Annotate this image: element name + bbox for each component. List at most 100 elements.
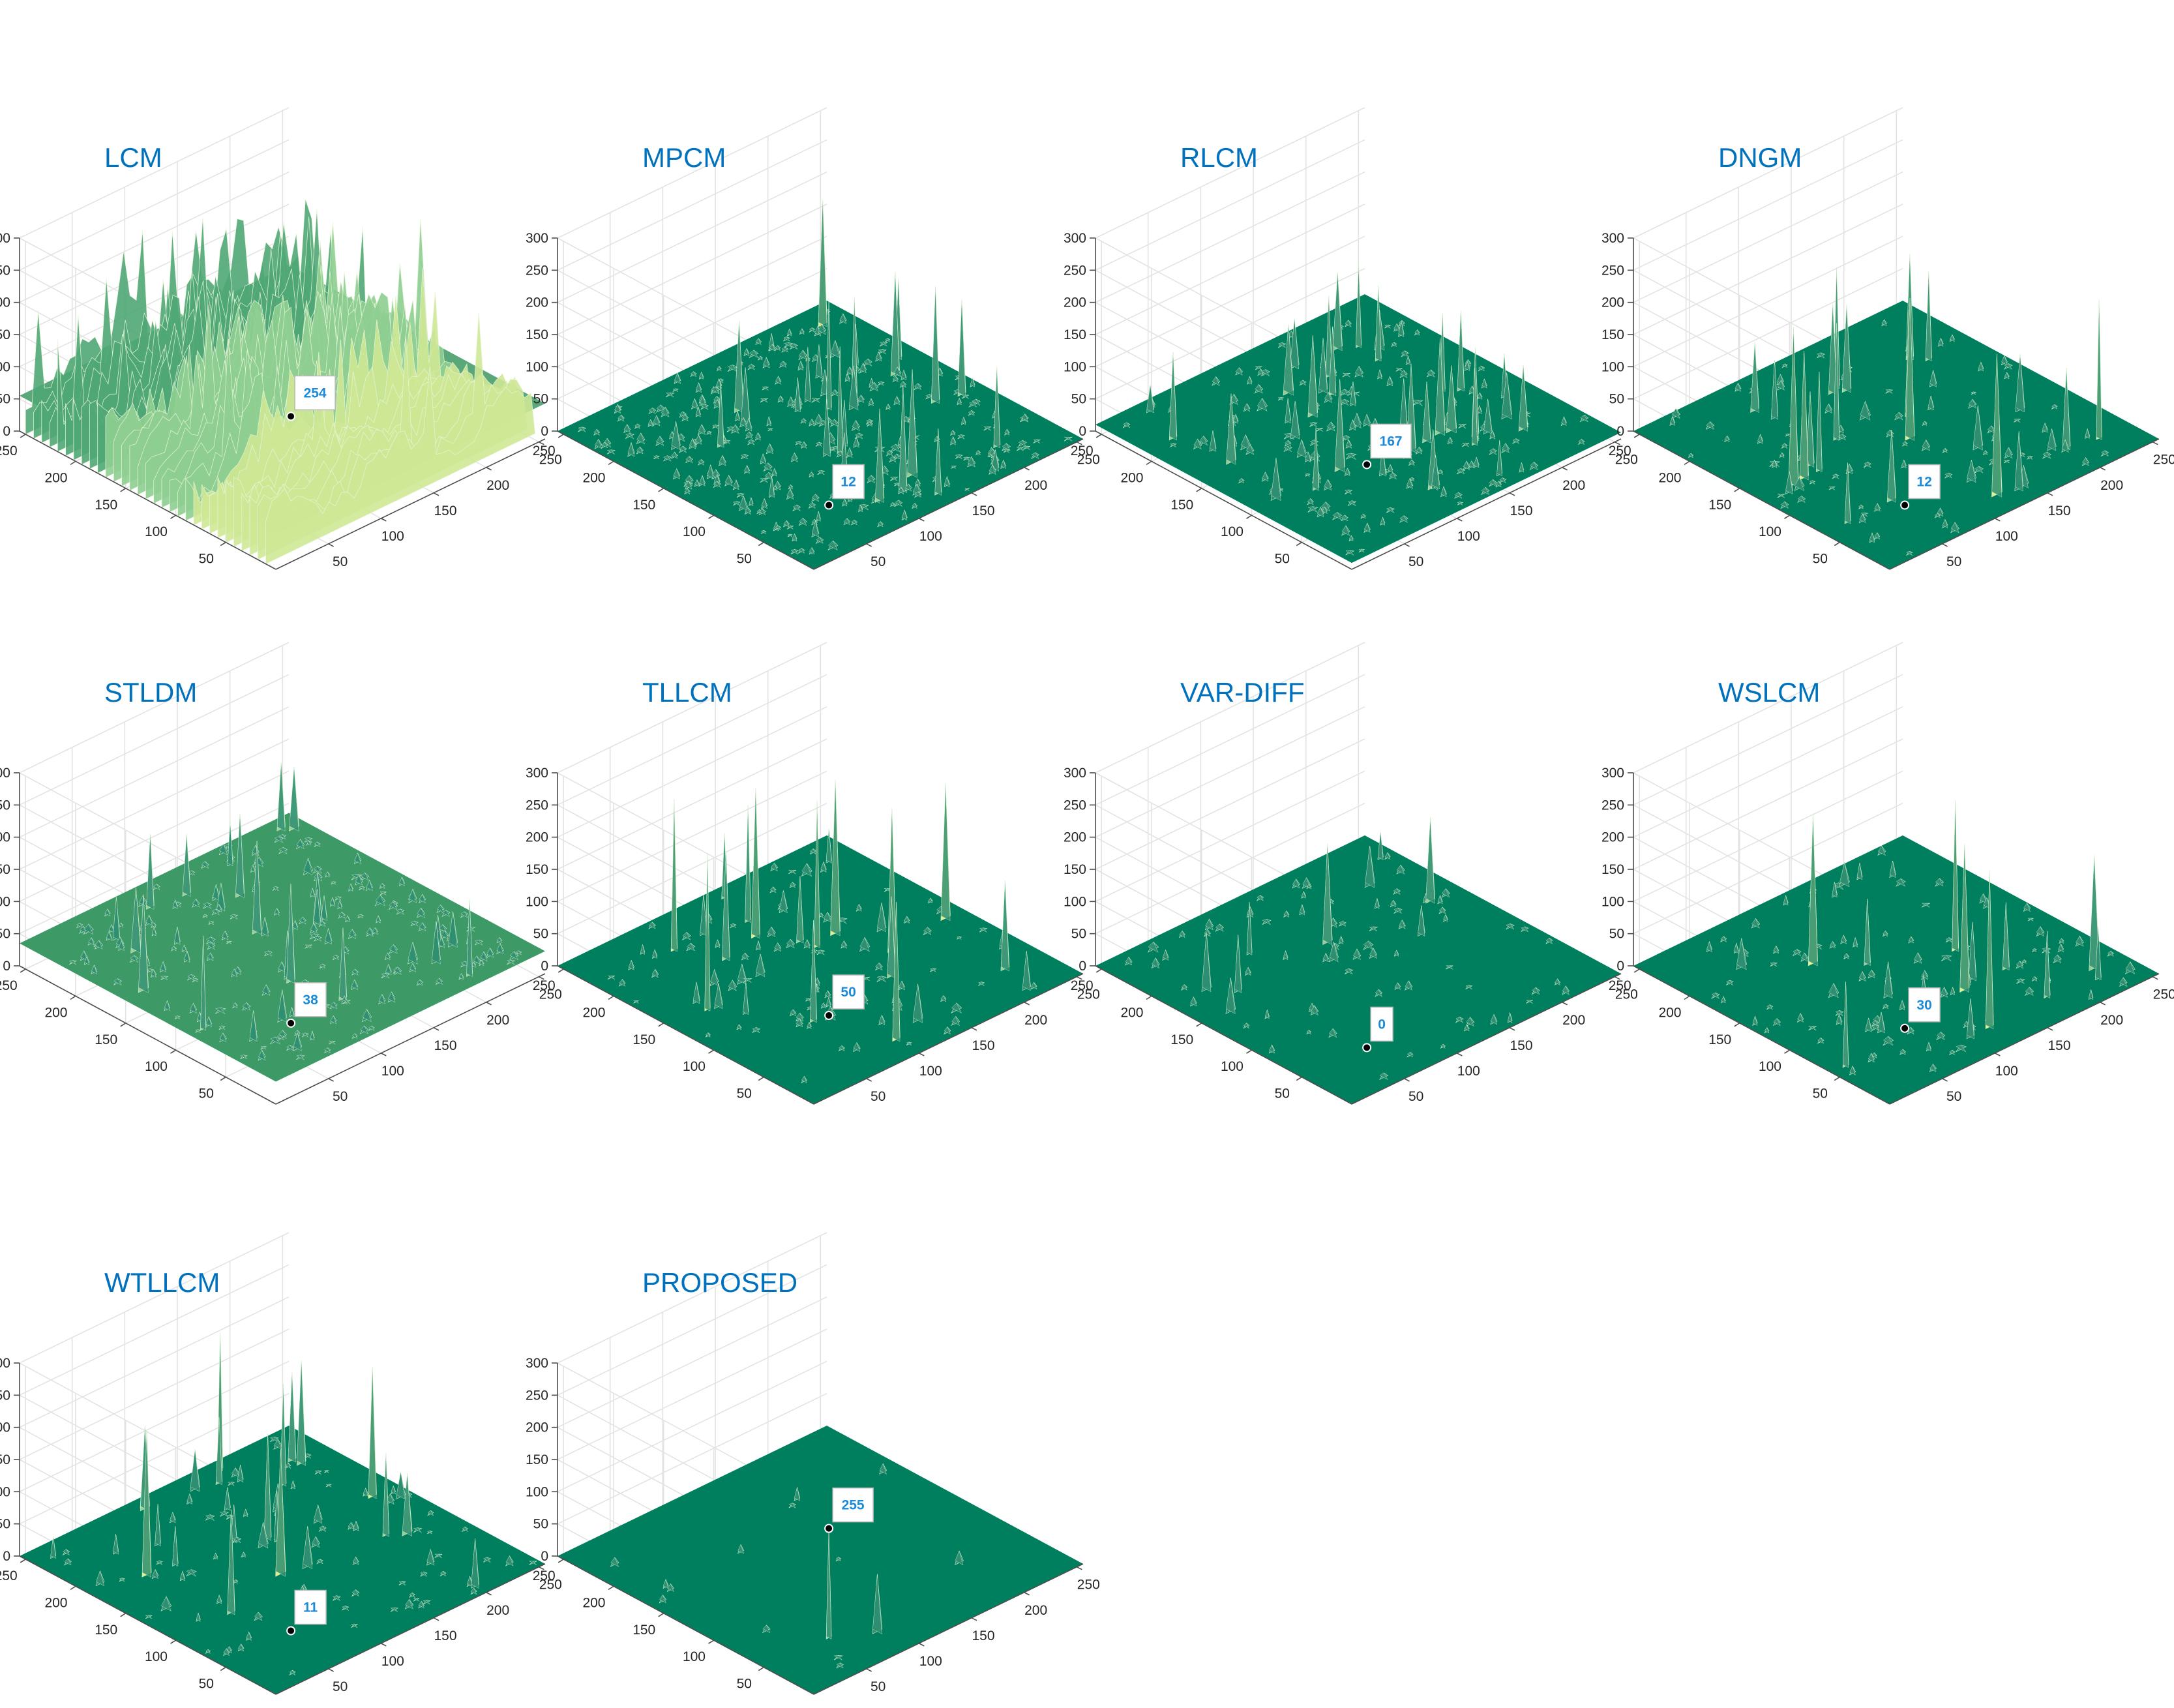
spike-side-6-71 [1465, 985, 1472, 990]
y-tick-label: 250 [0, 978, 18, 993]
spike-side-4-78 [222, 931, 229, 940]
spike-side-2-175 [1348, 535, 1354, 542]
spike-side-6-28 [1375, 898, 1380, 909]
spike-side-1-7 [743, 348, 750, 357]
spike-side-5-13 [608, 975, 615, 980]
spike-side-8-44 [264, 1433, 272, 1541]
spike-side-5-38 [796, 876, 804, 944]
z-tick-label: 150 [1064, 327, 1086, 342]
y-tick-label: 50 [1275, 552, 1290, 567]
x-tick-label: 50 [1408, 1089, 1423, 1104]
spike-side-9-3 [879, 1463, 887, 1475]
x-tick [328, 1078, 335, 1082]
spike-side-5-71 [875, 962, 883, 971]
x-tick-label: 150 [972, 503, 994, 518]
spike-side-5-105 [906, 1041, 912, 1046]
y-tick-label: 150 [633, 1623, 655, 1638]
spike-side-5-16 [700, 894, 707, 936]
spike-side-4-214 [496, 942, 504, 955]
spike-side-1-278 [975, 450, 981, 456]
spike-side-3-81 [1874, 503, 1881, 512]
spike-side-4-85 [184, 950, 190, 963]
spike-side-1-270 [1004, 428, 1010, 436]
panel-title: RLCM [1180, 142, 1258, 173]
datatip-box [294, 1589, 327, 1625]
spike-side-2-65 [1245, 444, 1255, 455]
spike-side-8-7 [63, 1549, 70, 1556]
datatip-box [1908, 464, 1941, 500]
spike-side-8-78 [426, 1531, 432, 1535]
spike-side-7-73 [2059, 938, 2064, 944]
y-tick [1734, 1023, 1740, 1027]
spike-side-2-156 [1341, 515, 1348, 522]
spike-side-7-108 [2089, 989, 2094, 1000]
spike-side-1-238 [811, 494, 820, 502]
spike-side-1-169 [914, 383, 922, 391]
spike-side-4-148 [319, 963, 326, 969]
spike-side-1-269 [955, 454, 962, 459]
spike-side-8-93 [398, 1581, 406, 1586]
z-tick-label: 150 [1601, 327, 1624, 342]
z-tick-label: 200 [1064, 295, 1086, 310]
x-tick-label: 50 [871, 1679, 886, 1694]
spike-side-6-14 [1301, 891, 1306, 899]
z-tick-label: 200 [0, 295, 10, 310]
spike-side-5-41 [804, 939, 811, 949]
surface-plot-stldm: 38 50 100 150 200 250 50 100 150 200 250 0 50 100 150 2… [0, 554, 562, 1105]
spike-side-3-104 [2014, 431, 2023, 492]
y-axis-line [1633, 965, 1890, 1105]
spike-side-2-66 [1226, 393, 1236, 465]
spike-side-4-51 [151, 926, 156, 936]
y-tick [20, 968, 26, 973]
spike-side-4-75 [206, 936, 216, 945]
spike-side-3-61 [1902, 441, 1908, 447]
spike-side-1-72 [627, 442, 635, 457]
x-tick-label: 200 [2100, 1013, 2123, 1028]
spike-side-1-167 [795, 441, 802, 445]
spike-side-2-79 [1238, 478, 1245, 484]
z-tick-label: 250 [1601, 798, 1624, 813]
spike-side-5-97 [940, 995, 947, 1002]
spike-side-5-40 [710, 968, 719, 987]
spike-side-4-136 [348, 929, 357, 940]
spike-side-2-4 [1123, 422, 1131, 428]
spike-side-6-20 [1365, 846, 1375, 888]
spike-side-1-292 [790, 549, 799, 555]
spike-side-4-35 [112, 897, 120, 941]
spike-side-8-28 [323, 1470, 329, 1473]
spike-side-1-239 [792, 504, 801, 512]
spike-side-1-78 [734, 320, 744, 413]
spike-side-4-220 [466, 899, 473, 978]
y-tick [708, 1049, 714, 1054]
spike-side-4-149 [436, 905, 445, 914]
plot-canvas: 254 50 100 150 200 250 50 100 150 200 250 0 50 100 150… [0, 107, 562, 570]
spike-side-2-92 [1457, 310, 1465, 392]
spike-side-1-307 [1023, 445, 1030, 450]
spike-side-4-81 [160, 961, 166, 972]
y-tick [1146, 995, 1152, 1000]
spike-side-1-149 [857, 395, 865, 404]
spike-side-7-14 [1896, 878, 1906, 887]
spike-side-5-59 [859, 936, 870, 952]
spike-side-8-73 [402, 1473, 413, 1537]
spike-side-1-40 [594, 439, 603, 449]
spike-side-4-116 [231, 968, 238, 978]
spike-side-1-131 [673, 468, 681, 480]
spike-side-3-82 [1944, 472, 1952, 479]
spike-side-8-109 [470, 1587, 477, 1595]
spike-side-8-50 [314, 1505, 323, 1524]
spike-side-2-22 [1169, 352, 1177, 441]
spike-side-4-108 [399, 876, 405, 886]
spike-side-3-96 [2085, 428, 2091, 439]
spike-side-4-141 [215, 1007, 226, 1014]
spike-side-7-28 [1808, 813, 1818, 966]
spike-side-2-186 [1530, 461, 1538, 470]
spike-side-3-19 [1828, 303, 1838, 395]
spike-side-1-111 [859, 362, 867, 374]
spike-side-5-42 [830, 779, 841, 936]
spike-side-4-142 [417, 907, 425, 918]
spike-side-4-187 [330, 1002, 338, 1010]
spike-side-2-33 [1257, 398, 1268, 412]
spike-side-3-50 [1816, 371, 1823, 473]
spike-side-4-20 [118, 922, 124, 928]
